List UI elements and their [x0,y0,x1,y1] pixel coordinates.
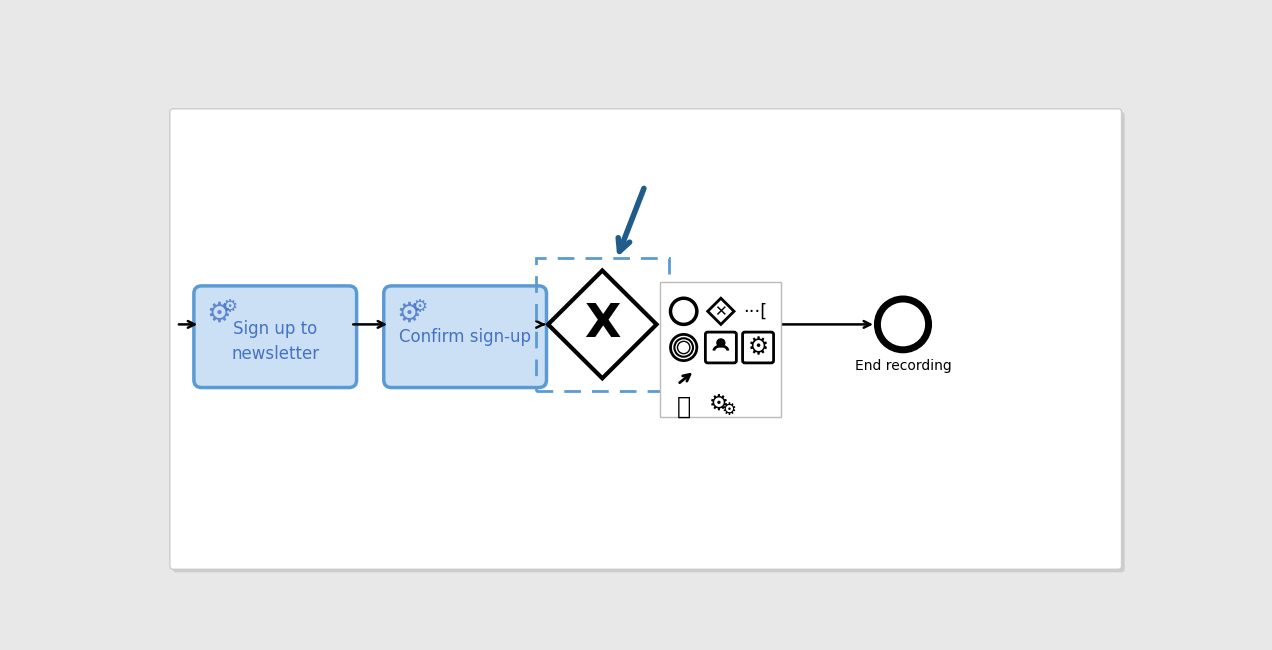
FancyBboxPatch shape [743,332,773,363]
Bar [536,258,669,391]
Circle shape [674,338,693,357]
Text: ⚙: ⚙ [411,298,427,317]
Text: 🗑: 🗑 [677,395,691,419]
Text: ✕: ✕ [715,304,728,318]
Text: X: X [584,302,621,347]
Circle shape [878,299,929,350]
Polygon shape [548,270,656,378]
Text: ⚙: ⚙ [721,401,736,419]
Text: Sign up to
newsletter: Sign up to newsletter [232,320,319,363]
FancyBboxPatch shape [384,286,547,387]
Text: ⚙: ⚙ [221,298,238,317]
FancyBboxPatch shape [193,286,356,387]
Circle shape [716,338,725,348]
FancyBboxPatch shape [173,112,1124,573]
Text: ⚙: ⚙ [710,394,729,413]
Text: ⚙: ⚙ [396,300,421,328]
Text: ⚙: ⚙ [748,335,768,359]
Polygon shape [707,298,734,324]
Circle shape [670,298,697,324]
FancyBboxPatch shape [706,332,736,363]
Text: ⚙: ⚙ [206,300,232,328]
FancyBboxPatch shape [170,109,1122,569]
Circle shape [678,341,689,354]
Text: End recording: End recording [855,359,951,373]
Text: ···[: ···[ [743,302,767,320]
FancyBboxPatch shape [660,282,781,417]
Text: Confirm sign-up: Confirm sign-up [399,328,532,346]
Circle shape [670,334,697,361]
